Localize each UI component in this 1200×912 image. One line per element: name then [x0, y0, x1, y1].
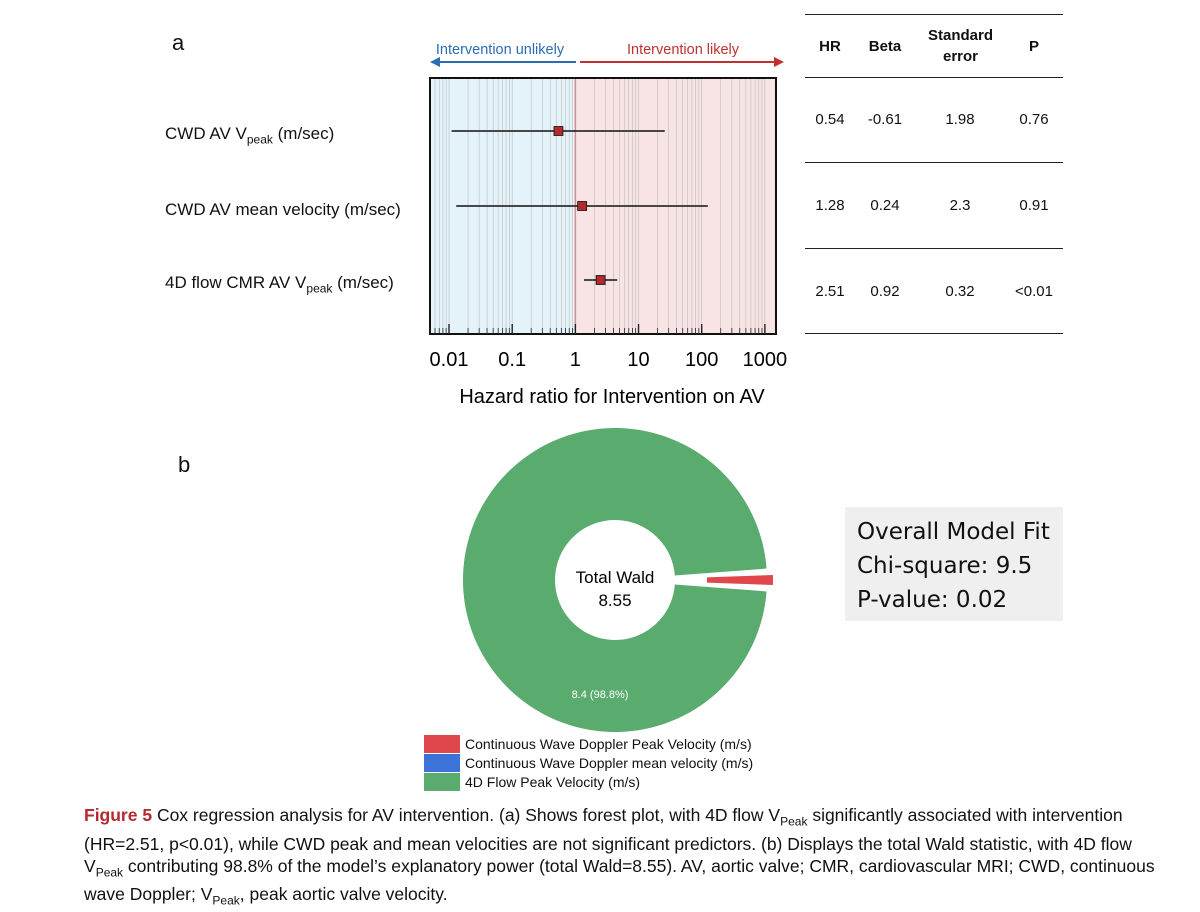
caption-text: Cox regression analysis for AV intervent… — [152, 805, 781, 825]
x-tick-label: 0.1 — [498, 349, 526, 371]
x-tick-label: 1000 — [743, 349, 788, 371]
table-cell: 0.24 — [870, 197, 900, 214]
forest-gridlines — [429, 78, 766, 334]
caption-text: significantly associated with interventi… — [84, 805, 1132, 876]
model-fit-box: Overall Model Fit Chi-square: 9.5 P-valu… — [845, 507, 1063, 621]
legend-swatch — [424, 754, 460, 772]
x-tick-label: 0.01 — [430, 349, 469, 371]
legend-label: Continuous Wave Doppler mean velocity (m… — [465, 755, 754, 771]
table-cell: 1.98 — [945, 111, 975, 128]
table-header-rule — [805, 77, 1063, 78]
caption-text: contributing 98.8% of the model’s explan… — [84, 855, 1155, 905]
left-arrow-head-icon — [430, 57, 440, 67]
table-row-rule — [805, 162, 1063, 163]
row-label-cwd-mean: CWD AV mean velocity (m/sec) — [165, 200, 401, 219]
legend-swatch — [424, 773, 460, 791]
point-estimate — [577, 201, 588, 211]
x-tick-label: 100 — [685, 349, 718, 371]
donut-slice-4d-flow — [463, 428, 767, 732]
table-header-hr: HR — [819, 38, 841, 55]
donut-center-title: Total Wald — [576, 568, 655, 587]
forest-marks — [451, 126, 708, 285]
point-estimate — [595, 275, 606, 285]
forest-plot: Intervention unlikely Intervention likel… — [429, 42, 788, 408]
figure-number: Figure 5 — [84, 805, 153, 825]
table-cell: 0.54 — [815, 111, 845, 128]
forest-tick-labels: 0.01 0.1 1 10 100 1000 — [430, 349, 788, 371]
table-top-rule — [805, 14, 1063, 15]
direction-right-label: Intervention likely — [627, 42, 740, 58]
table-row-rule — [805, 248, 1063, 249]
model-fit-title: Overall Model Fit — [857, 519, 1050, 545]
forest-xlabel: Hazard ratio for Intervention on AV — [459, 386, 765, 408]
point-estimate — [553, 126, 564, 136]
caption-sub: Peak — [95, 865, 124, 879]
donut-slices — [463, 428, 773, 732]
direction-left-label: Intervention unlikely — [436, 42, 565, 58]
figure-caption: Figure 5 Cox regression analysis for AV … — [84, 804, 1164, 912]
table-bottom-rule — [805, 333, 1063, 334]
x-tick-label: 1 — [570, 349, 581, 371]
model-fit-p-value: P-value: 0.02 — [857, 587, 1008, 613]
table-cell: 2.3 — [949, 197, 971, 214]
legend-swatch — [424, 735, 460, 753]
right-arrow-head-icon — [774, 57, 784, 67]
forest-frame — [429, 77, 777, 335]
table-cell: <0.01 — [1015, 283, 1053, 300]
table-cell: 1.28 — [815, 197, 845, 214]
donut-slice-cwd-peak — [706, 574, 773, 586]
caption-sub: Peak — [212, 893, 240, 908]
table-header-p: P — [1028, 38, 1039, 55]
forest-ticks — [429, 324, 766, 334]
row-label-4d-flow: 4D flow CMR AV Vpeak (m/sec) — [165, 273, 394, 296]
table-header-se: Standard error — [927, 27, 993, 65]
legend-label: Continuous Wave Doppler Peak Velocity (m… — [465, 736, 752, 752]
table-cell: 2.51 — [815, 283, 845, 300]
wald-donut-chart: Total Wald 8.55 8.4 (98.8%) — [463, 428, 773, 732]
panel-b-label: b — [178, 452, 191, 477]
table-cell: 0.76 — [1019, 111, 1049, 128]
table-cell: 0.32 — [945, 283, 975, 300]
x-tick-label: 10 — [627, 349, 649, 371]
table-cell: -0.61 — [867, 111, 903, 128]
table-cell: 0.91 — [1019, 197, 1049, 214]
donut-slice-label: 8.4 (98.8%) — [572, 689, 629, 701]
caption-sub: Peak — [780, 814, 808, 829]
model-fit-chi-square: Chi-square: 9.5 — [857, 553, 1033, 579]
row-label-cwd-peak: CWD AV Vpeak (m/sec) — [165, 124, 335, 147]
legend-label: 4D Flow Peak Velocity (m/s) — [465, 774, 641, 790]
table-header-beta: Beta — [868, 38, 902, 55]
table-cell: 0.92 — [870, 283, 900, 300]
panel-a-label: a — [172, 30, 185, 55]
donut-center-value: 8.55 — [598, 591, 631, 610]
caption-text: , peak aortic valve velocity. — [239, 884, 448, 904]
